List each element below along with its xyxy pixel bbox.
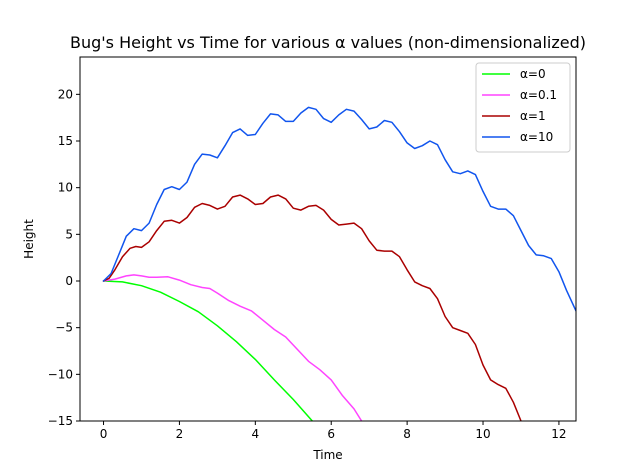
legend-label-3: α=10 [520,130,553,144]
legend: α=0 α=0.1 α=1 α=10 [475,62,571,153]
plot-frame [79,56,577,422]
x-axis: 0 2 4 6 8 10 12 [100,421,567,441]
legend-label-2: α=1 [520,109,546,123]
y-tick-label: −15 [48,414,73,428]
y-tick-label: −10 [48,367,73,381]
y-tick-label: 15 [58,134,73,148]
x-tick-label: 10 [475,427,490,441]
series-line-0 [102,280,314,421]
legend-box [475,62,571,153]
x-tick-label: 12 [551,427,566,441]
y-tick-label: −5 [55,321,73,335]
y-tick-label: 5 [65,227,73,241]
series-line-1 [102,274,363,421]
x-tick-label: 6 [327,427,335,441]
series-line-2 [102,194,522,421]
y-axis-label: Height [22,219,36,259]
legend-entries: α=0 α=0.1 α=1 α=10 [482,67,557,144]
y-tick-label: 10 [58,181,73,195]
x-axis-label: Time [312,448,342,462]
x-tick-label: 4 [252,427,260,441]
x-tick-label: 2 [176,427,184,441]
series-layer [102,106,576,421]
y-tick-label: 0 [65,274,73,288]
y-tick-label: 20 [58,87,73,101]
y-axis: −15 −10 −5 0 5 10 15 20 [48,87,80,428]
legend-label-0: α=0 [520,67,546,81]
x-tick-label: 8 [403,427,411,441]
series-line-3 [102,106,576,312]
legend-label-1: α=0.1 [520,88,557,102]
x-tick-label: 0 [100,427,108,441]
chart-title: Bug's Height vs Time for various α value… [70,33,586,52]
